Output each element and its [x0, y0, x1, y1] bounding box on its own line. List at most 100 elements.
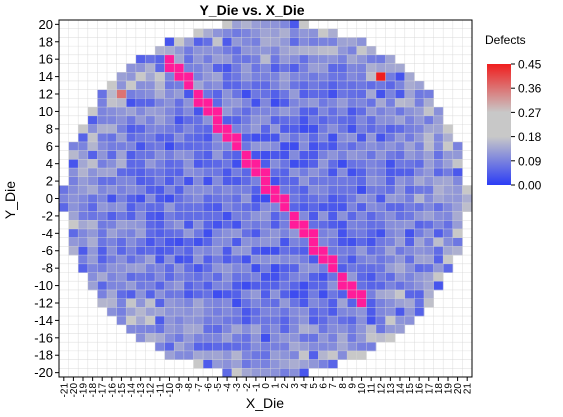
- heatmap-cell: [385, 63, 396, 73]
- heatmap-cell: [423, 281, 434, 291]
- heatmap-cell: [375, 150, 386, 160]
- heatmap-cell: [260, 46, 271, 56]
- heatmap-cell: [145, 54, 156, 64]
- heatmap-cell: [356, 298, 367, 308]
- heatmap-cell: [164, 54, 175, 64]
- heatmap-cell: [308, 107, 319, 117]
- heatmap-cell: [414, 202, 425, 212]
- heatmap-cell: [87, 255, 98, 265]
- heatmap-cell: [366, 202, 377, 212]
- heatmap-cell: [116, 185, 127, 195]
- heatmap-cell: [78, 246, 89, 256]
- heatmap-cell: [164, 333, 175, 343]
- heatmap-cell: [231, 202, 242, 212]
- heatmap-cell: [404, 89, 415, 99]
- y-tick-label: 14: [39, 69, 53, 84]
- heatmap-cell: [385, 211, 396, 221]
- heatmap-cell: [164, 255, 175, 265]
- heatmap-cell: [164, 324, 175, 334]
- heatmap-cell: [366, 307, 377, 317]
- heatmap-cell: [270, 255, 281, 265]
- heatmap-cell: [347, 220, 358, 230]
- heatmap-cell: [174, 237, 185, 247]
- heatmap-cell: [193, 80, 204, 90]
- heatmap-cell: [107, 89, 117, 99]
- heatmap-cell: [327, 342, 338, 352]
- heatmap-cell: [308, 176, 319, 186]
- heatmap-cell: [452, 237, 463, 247]
- heatmap-cell: [347, 202, 358, 212]
- heatmap-cell: [203, 342, 213, 352]
- heatmap-cell: [164, 307, 175, 317]
- heatmap-cell: [212, 80, 223, 90]
- heatmap-cell: [404, 228, 415, 238]
- heatmap-cell: [347, 37, 358, 47]
- heatmap-cell: [174, 298, 185, 308]
- heatmap-cell: [97, 246, 108, 256]
- heatmap-cell: [327, 289, 338, 299]
- heatmap-cell: [270, 168, 281, 178]
- heatmap-cell: [327, 185, 338, 195]
- heatmap-cell: [318, 98, 329, 108]
- x-tick-label: -3: [232, 383, 243, 392]
- heatmap-cell: [260, 342, 271, 352]
- heatmap-cell: [366, 246, 377, 256]
- heatmap-cell: [337, 298, 348, 308]
- heatmap-cell: [193, 246, 204, 256]
- heatmap-cell: [212, 246, 223, 256]
- heatmap-cell: [327, 255, 338, 265]
- heatmap-cell: [203, 107, 213, 117]
- chart-title: Y_Die vs. X_Die: [199, 2, 304, 18]
- heatmap-cell: [183, 333, 194, 343]
- heatmap-cell: [356, 289, 367, 299]
- heatmap-cell: [164, 133, 175, 143]
- heatmap-cell: [318, 281, 329, 291]
- heatmap-cell: [337, 350, 348, 360]
- heatmap-cell: [279, 307, 290, 317]
- heatmap-cell: [203, 176, 213, 186]
- heatmap-cell: [375, 89, 386, 99]
- heatmap-cell: [385, 80, 396, 90]
- heatmap-cell: [279, 368, 290, 378]
- heatmap-cell: [193, 176, 204, 186]
- heatmap-cell: [231, 298, 242, 308]
- heatmap-cell: [289, 202, 300, 212]
- heatmap-cell: [193, 324, 204, 334]
- heatmap-cell: [270, 298, 281, 308]
- heatmap-cell: [155, 272, 165, 282]
- heatmap-cell: [279, 359, 290, 369]
- heatmap-cell: [107, 168, 117, 178]
- heatmap-cell: [107, 194, 117, 204]
- heatmap-cell: [356, 115, 367, 125]
- heatmap-cell: [212, 220, 223, 230]
- heatmap-cell: [222, 342, 233, 352]
- heatmap-cell: [337, 141, 348, 151]
- heatmap-cell: [433, 176, 444, 186]
- heatmap-cell: [87, 159, 98, 169]
- heatmap-cell: [203, 46, 213, 56]
- heatmap-cell: [87, 124, 98, 134]
- heatmap-cell: [414, 150, 425, 160]
- heatmap-cell: [164, 202, 175, 212]
- heatmap-cell: [385, 298, 396, 308]
- heatmap-cell: [126, 211, 137, 221]
- heatmap-cell: [107, 150, 117, 160]
- heatmap-cell: [375, 115, 386, 125]
- heatmap-cell: [78, 263, 89, 273]
- heatmap-cell: [126, 246, 137, 256]
- heatmap-cell: [308, 168, 319, 178]
- heatmap-cell: [337, 46, 348, 56]
- heatmap-cell: [327, 281, 338, 291]
- heatmap-cell: [222, 159, 233, 169]
- heatmap-cell: [97, 255, 108, 265]
- heatmap-cell: [145, 107, 156, 117]
- heatmap-cell: [337, 89, 348, 99]
- heatmap-cell: [174, 324, 185, 334]
- heatmap-cell: [299, 98, 310, 108]
- heatmap-cell: [135, 141, 146, 151]
- heatmap-cell: [203, 359, 213, 369]
- heatmap-cell: [385, 263, 396, 273]
- heatmap-cell: [231, 359, 242, 369]
- heatmap-cell: [212, 159, 223, 169]
- heatmap-cell: [347, 333, 358, 343]
